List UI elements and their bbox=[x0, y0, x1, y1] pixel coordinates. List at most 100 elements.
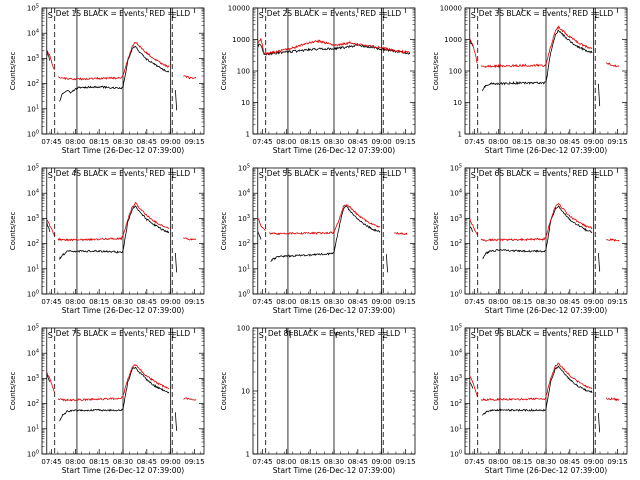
x-tick-label: 07:45 bbox=[464, 298, 484, 306]
x-tick-label: 09:00 bbox=[584, 138, 604, 146]
marker-label: E bbox=[172, 11, 177, 20]
x-tick-label: 08:45 bbox=[137, 458, 157, 466]
x-tick-label: 09:00 bbox=[161, 138, 181, 146]
y-tick-exponent: 4 bbox=[36, 29, 39, 35]
y-tick-exponent: 1 bbox=[36, 424, 39, 430]
x-axis-label: Start Time (26-Dec-12 07:39:00) bbox=[273, 146, 395, 155]
x-tick-label: 08:30 bbox=[536, 138, 556, 146]
y-tick-label: 103 bbox=[27, 214, 39, 223]
x-tick-label: 08:45 bbox=[560, 138, 580, 146]
x-tick-label: 08:30 bbox=[113, 458, 133, 466]
lld-series-line bbox=[46, 42, 197, 81]
y-tick-label: 1 bbox=[246, 451, 250, 459]
lld-series-line bbox=[469, 202, 620, 242]
y-axis-label: Counts/sec bbox=[9, 372, 17, 411]
x-tick-label: 09:15 bbox=[607, 138, 627, 146]
y-tick-label: 10000 bbox=[440, 5, 462, 13]
x-tick-label: 08:30 bbox=[113, 138, 133, 146]
marker-label: S bbox=[259, 11, 264, 20]
y-tick-label: 104 bbox=[27, 189, 39, 198]
x-tick-label: 08:00 bbox=[65, 458, 85, 466]
x-tick-label: 07:45 bbox=[464, 138, 484, 146]
x-tick-label: 09:15 bbox=[607, 298, 627, 306]
y-tick-label: 1 bbox=[246, 131, 250, 139]
x-tick-label: 08:30 bbox=[536, 298, 556, 306]
y-tick-label: 100 bbox=[237, 68, 250, 76]
y-tick-exponent: 5 bbox=[36, 164, 39, 170]
marker-label: S bbox=[259, 331, 264, 340]
y-tick-label: 101 bbox=[27, 264, 39, 273]
x-tick-label: 08:45 bbox=[348, 298, 368, 306]
y-axis-label: Counts/sec bbox=[9, 52, 17, 91]
x-axis-label: Start Time (26-Dec-12 07:39:00) bbox=[485, 466, 607, 475]
lld-series-line bbox=[46, 201, 197, 242]
y-tick-exponent: 3 bbox=[459, 374, 462, 380]
y-tick-label: 102 bbox=[27, 79, 39, 88]
y-tick-exponent: 3 bbox=[459, 214, 462, 220]
marker-label: S bbox=[471, 11, 476, 20]
y-tick-label: 103 bbox=[27, 374, 39, 383]
x-axis-label: Start Time (26-Dec-12 07:39:00) bbox=[62, 146, 184, 155]
y-tick-label: 105 bbox=[27, 324, 39, 333]
marker-label: E bbox=[595, 331, 600, 340]
events-series-line bbox=[257, 205, 389, 273]
y-tick-exponent: 3 bbox=[247, 214, 250, 220]
events-series-line bbox=[469, 365, 601, 433]
x-tick-label: 08:00 bbox=[276, 138, 296, 146]
y-tick-exponent: 1 bbox=[459, 264, 462, 270]
y-tick-label: 105 bbox=[238, 164, 250, 173]
events-series-line bbox=[46, 366, 178, 431]
y-tick-exponent: 1 bbox=[247, 264, 250, 270]
y-tick-exponent: 0 bbox=[36, 290, 39, 296]
y-axis-label: Counts/sec bbox=[432, 372, 440, 411]
marker-label: E bbox=[172, 331, 177, 340]
x-tick-label: 09:15 bbox=[395, 298, 415, 306]
x-tick-label: 08:15 bbox=[300, 138, 320, 146]
x-tick-label: 08:00 bbox=[65, 138, 85, 146]
y-tick-label: 100 bbox=[27, 290, 39, 299]
y-tick-label: 1000 bbox=[444, 36, 462, 44]
y-tick-label: 104 bbox=[450, 189, 462, 198]
marker-label: S bbox=[48, 11, 53, 20]
y-tick-exponent: 2 bbox=[36, 399, 39, 405]
x-tick-label: 09:00 bbox=[161, 458, 181, 466]
x-tick-label: 08:45 bbox=[137, 298, 157, 306]
lld-series-line bbox=[469, 362, 620, 402]
events-series-line bbox=[469, 29, 601, 107]
y-tick-exponent: 4 bbox=[247, 189, 250, 195]
x-tick-label: 09:15 bbox=[395, 458, 415, 466]
y-tick-label: 100 bbox=[450, 450, 462, 459]
y-tick-label: 101 bbox=[450, 264, 462, 273]
x-tick-label: 08:00 bbox=[488, 138, 508, 146]
y-tick-label: 100 bbox=[238, 290, 250, 299]
y-tick-exponent: 1 bbox=[36, 104, 39, 110]
x-tick-label: 09:15 bbox=[395, 138, 415, 146]
y-tick-exponent: 0 bbox=[36, 130, 39, 136]
y-tick-label: 102 bbox=[238, 239, 250, 248]
y-tick-exponent: 5 bbox=[247, 164, 250, 170]
y-tick-exponent: 5 bbox=[459, 164, 462, 170]
y-tick-label: 10000 bbox=[228, 5, 250, 13]
x-tick-label: 08:15 bbox=[89, 138, 109, 146]
x-tick-label: 08:45 bbox=[348, 458, 368, 466]
y-tick-label: 103 bbox=[27, 54, 39, 63]
x-tick-label: 08:00 bbox=[65, 298, 85, 306]
x-tick-label: 08:30 bbox=[536, 458, 556, 466]
x-tick-label: 08:00 bbox=[488, 458, 508, 466]
x-tick-label: 07:45 bbox=[41, 138, 61, 146]
x-axis-label: Start Time (26-Dec-12 07:39:00) bbox=[273, 466, 395, 475]
x-tick-label: 07:45 bbox=[464, 458, 484, 466]
x-tick-label: 09:00 bbox=[372, 138, 392, 146]
marker-label: E bbox=[595, 171, 600, 180]
x-tick-label: 08:45 bbox=[560, 458, 580, 466]
x-tick-label: 08:30 bbox=[324, 458, 344, 466]
x-tick-label: 08:00 bbox=[276, 298, 296, 306]
y-tick-label: 101 bbox=[238, 264, 250, 273]
x-tick-label: 08:15 bbox=[89, 298, 109, 306]
y-tick-label: 100 bbox=[237, 325, 250, 333]
y-tick-exponent: 2 bbox=[247, 239, 250, 245]
